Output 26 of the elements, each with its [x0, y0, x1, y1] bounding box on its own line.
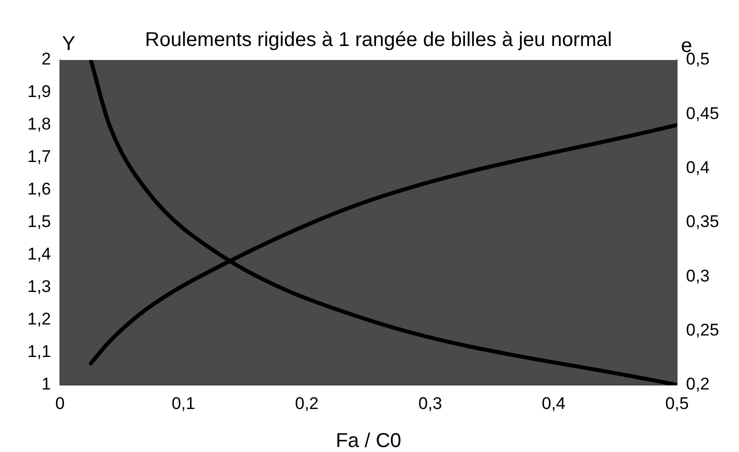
x-tick-label: 0,1: [172, 394, 196, 413]
y2-tick-label: 0,4: [686, 158, 710, 178]
y-tick-label: 2: [42, 50, 51, 69]
chart-title: Roulements rigides à 1 rangée de billes à jeu normal: [145, 29, 612, 51]
y2-tick-label: 0,45: [686, 104, 720, 123]
y-tick-label: 1,8: [27, 114, 51, 134]
x-tick-label: 0,2: [294, 394, 319, 413]
y-tick-label: 1,7: [27, 147, 51, 166]
y2-tick-label: 0,25: [686, 320, 720, 340]
y-tick-label: 1,2: [27, 310, 51, 329]
y-axis-title: Y: [62, 33, 76, 55]
x-tick-label: 0: [55, 394, 65, 413]
y-tick-label: 1,1: [27, 342, 51, 362]
y2-tick-label: 0,3: [686, 266, 710, 286]
y-tick-label: 1,5: [27, 212, 51, 232]
y2-tick-label: 0,2: [686, 374, 710, 394]
x-tick-label: 0,5: [665, 394, 689, 413]
y-tick-label: 1,6: [27, 180, 51, 199]
x-tick-label: 0,3: [418, 394, 442, 413]
y-tick-label: 1,4: [27, 244, 51, 264]
y2-tick-label: 0,35: [686, 212, 720, 232]
y-tick-label: 1: [42, 374, 51, 394]
x-tick-label: 0,4: [542, 394, 566, 413]
y-tick-label: 1,3: [27, 277, 51, 296]
x-axis-title: Fa / C0: [336, 430, 402, 452]
y-tick-label: 1,9: [27, 82, 51, 102]
